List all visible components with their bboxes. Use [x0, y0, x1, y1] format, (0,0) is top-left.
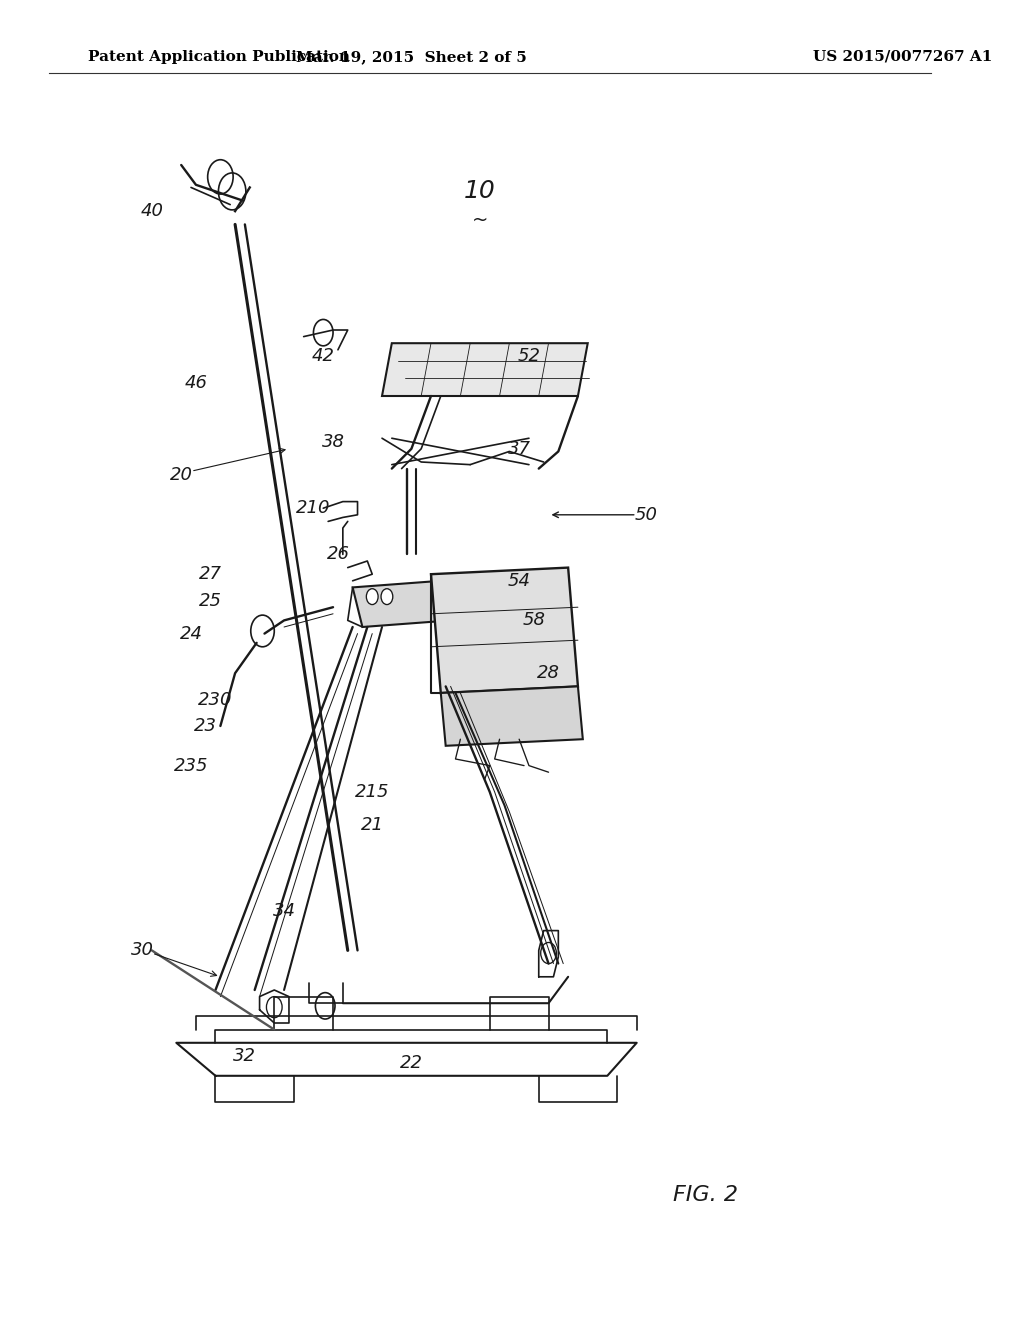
- Text: 215: 215: [355, 783, 389, 801]
- Text: 32: 32: [233, 1047, 256, 1065]
- Polygon shape: [440, 686, 583, 746]
- Text: 21: 21: [360, 816, 384, 834]
- Text: ~: ~: [472, 211, 488, 230]
- Text: 34: 34: [272, 902, 296, 920]
- Text: 40: 40: [140, 202, 164, 220]
- Text: 42: 42: [311, 347, 335, 366]
- Circle shape: [367, 589, 378, 605]
- Text: Mar. 19, 2015  Sheet 2 of 5: Mar. 19, 2015 Sheet 2 of 5: [296, 50, 526, 63]
- Circle shape: [381, 589, 393, 605]
- Text: 26: 26: [327, 545, 349, 564]
- Text: 20: 20: [170, 466, 193, 484]
- Text: Patent Application Publication: Patent Application Publication: [88, 50, 350, 63]
- Text: 28: 28: [537, 664, 560, 682]
- Text: 24: 24: [179, 624, 203, 643]
- Polygon shape: [382, 343, 588, 396]
- Text: 27: 27: [199, 565, 222, 583]
- Polygon shape: [352, 581, 451, 627]
- Text: 10: 10: [464, 180, 496, 203]
- Circle shape: [315, 993, 335, 1019]
- Text: 52: 52: [517, 347, 541, 366]
- Text: 37: 37: [508, 440, 530, 458]
- Circle shape: [266, 997, 282, 1018]
- Text: 22: 22: [400, 1053, 423, 1072]
- Text: 30: 30: [130, 941, 154, 960]
- Text: 23: 23: [195, 717, 217, 735]
- Text: 54: 54: [508, 572, 530, 590]
- Text: 25: 25: [199, 591, 222, 610]
- Text: 46: 46: [184, 374, 208, 392]
- Circle shape: [541, 942, 556, 964]
- Text: 38: 38: [322, 433, 344, 451]
- Text: FIG. 2: FIG. 2: [673, 1184, 737, 1205]
- Text: 230: 230: [199, 690, 232, 709]
- Text: 50: 50: [635, 506, 658, 524]
- Circle shape: [251, 615, 274, 647]
- Text: 235: 235: [174, 756, 208, 775]
- Polygon shape: [431, 568, 578, 693]
- Text: 58: 58: [522, 611, 546, 630]
- Text: US 2015/0077267 A1: US 2015/0077267 A1: [813, 50, 992, 63]
- Text: 210: 210: [296, 499, 331, 517]
